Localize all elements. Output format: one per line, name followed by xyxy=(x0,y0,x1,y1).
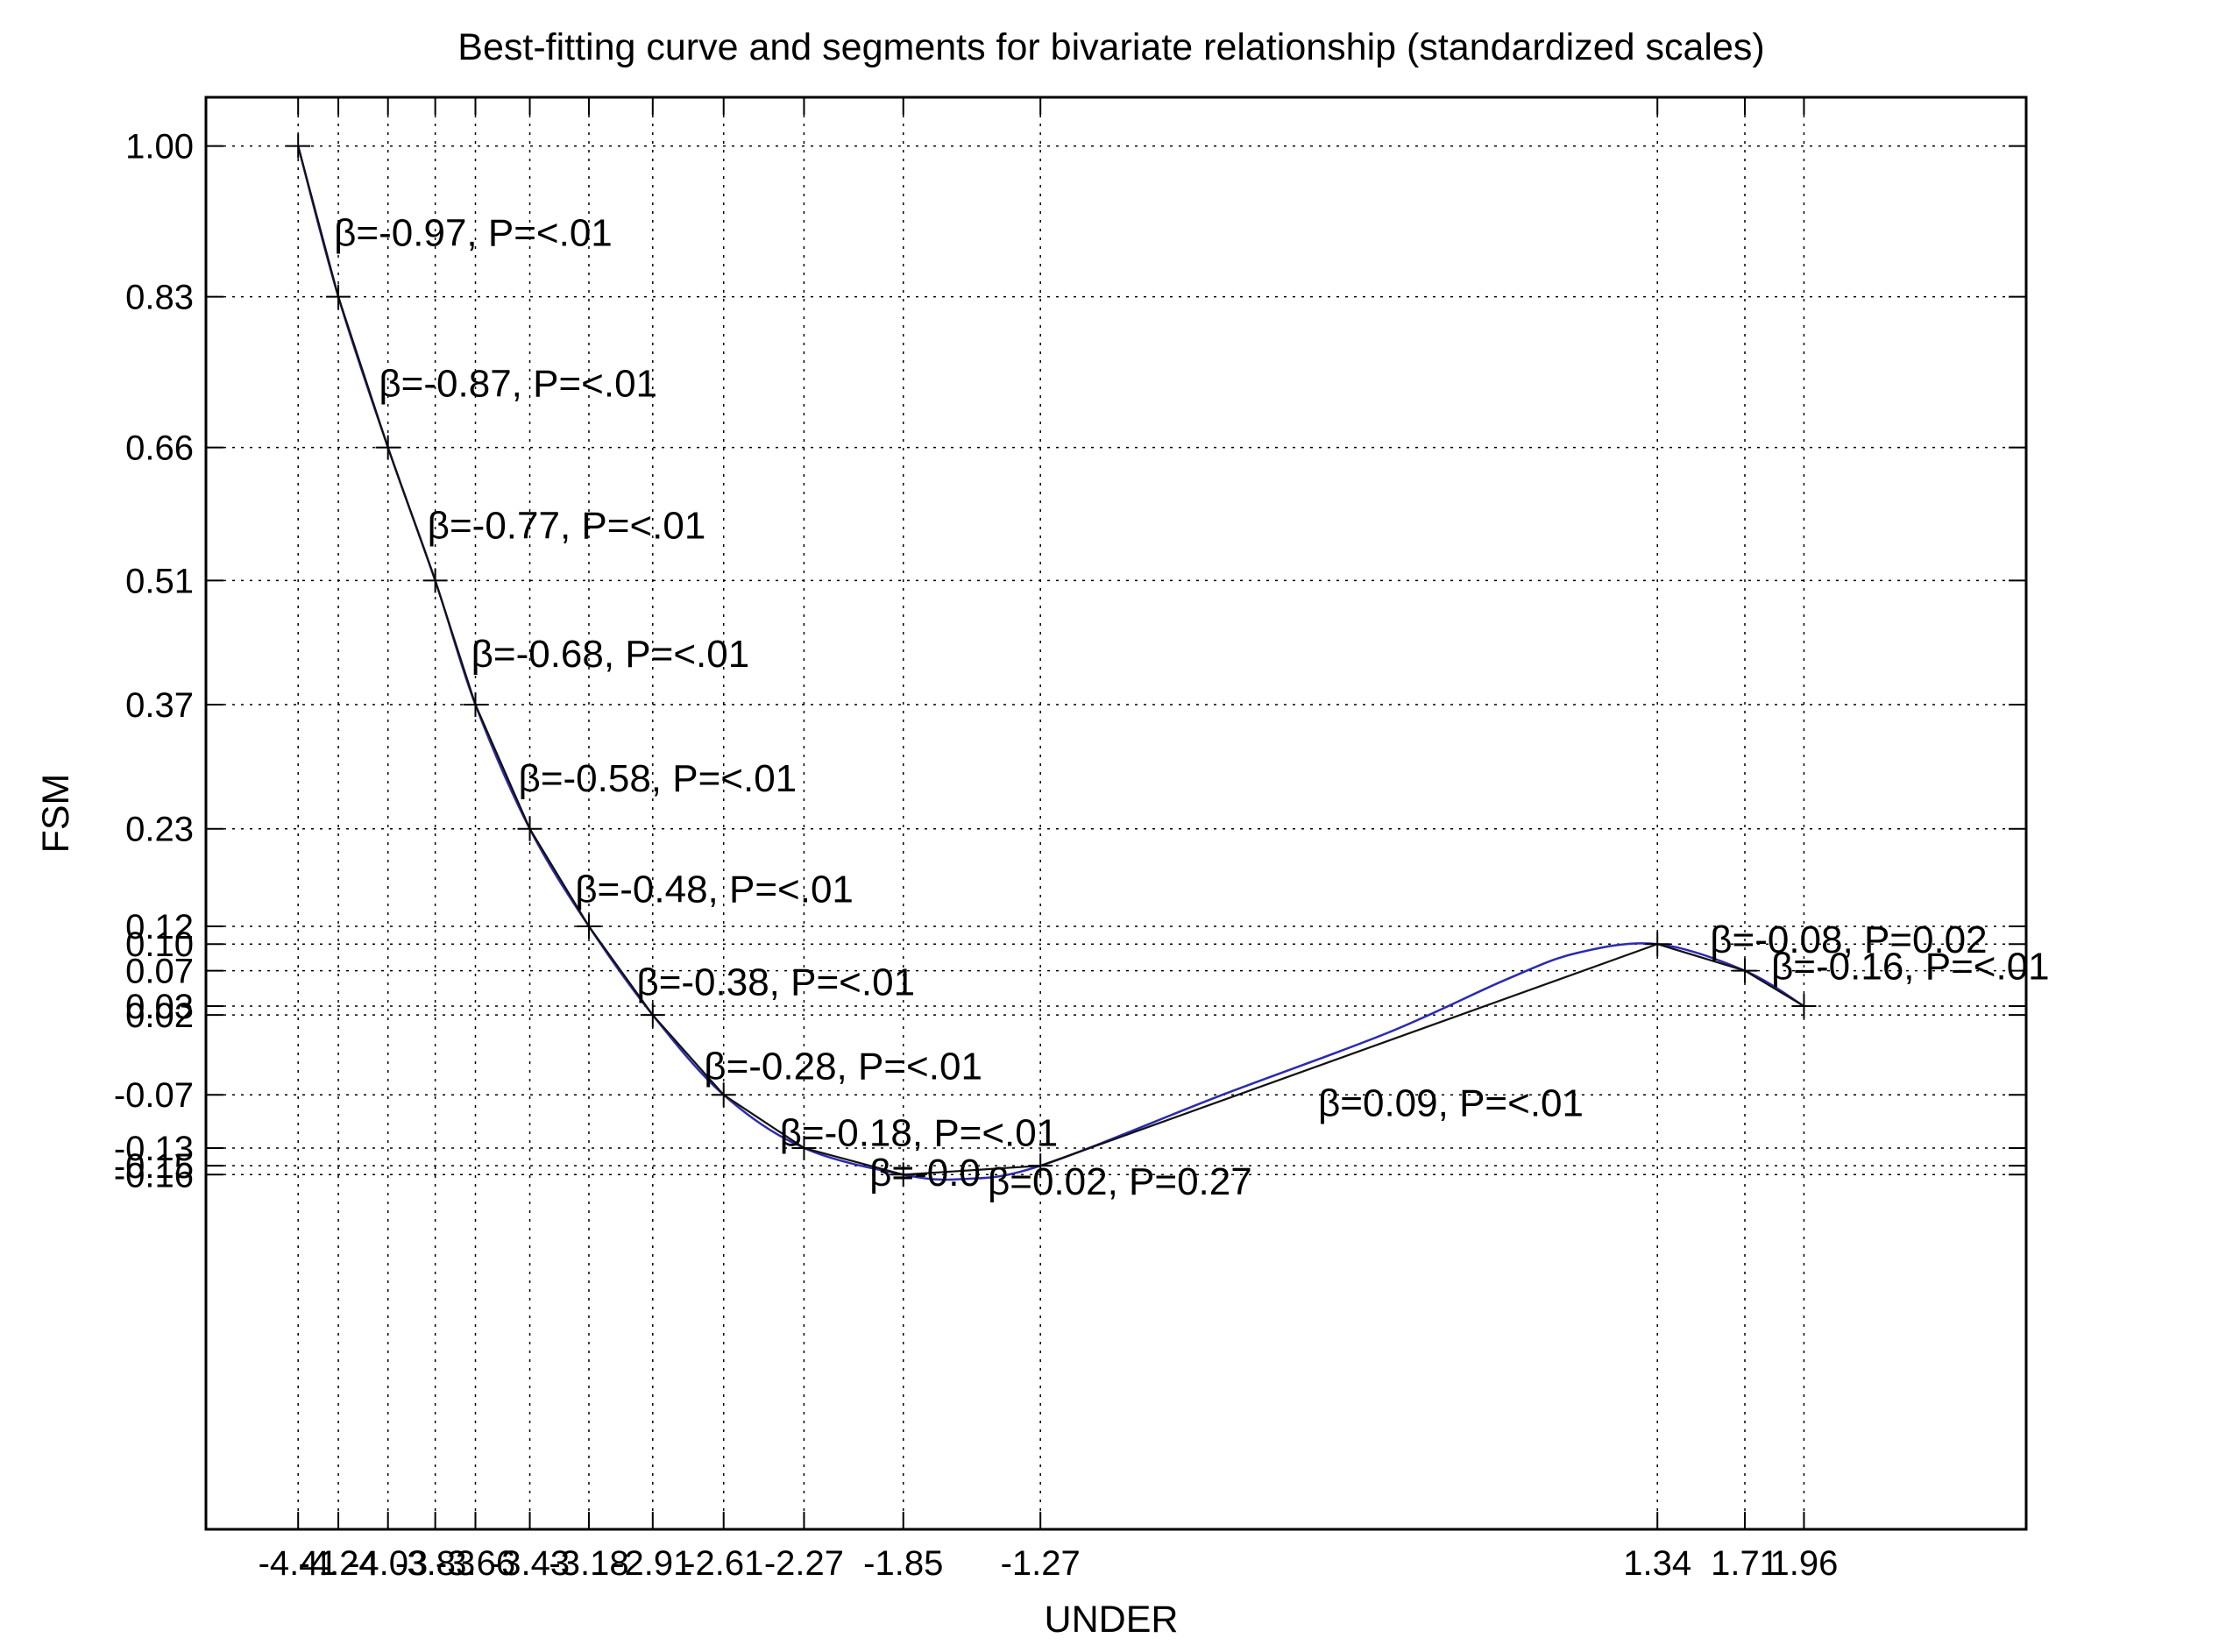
x-tick-label: 1.71 xyxy=(1711,1544,1779,1583)
y-tick-label: 1.00 xyxy=(125,128,194,167)
segment-label: β=-0.58, P=<.01 xyxy=(519,757,797,800)
y-tick-label: -0.13 xyxy=(114,1130,194,1168)
y-tick-label: 0.02 xyxy=(125,996,194,1035)
segment-label: β=-0.48, P=<.01 xyxy=(575,868,854,911)
y-tick-label: 0.03 xyxy=(125,988,194,1026)
segment-line xyxy=(651,1014,725,1095)
x-tick-label: -3.83 xyxy=(395,1544,475,1583)
segment-line xyxy=(528,828,590,927)
knot-marker xyxy=(576,914,601,939)
x-tick-label: -2.91 xyxy=(613,1544,692,1583)
y-tick-label: 0.66 xyxy=(125,429,194,468)
segment-line xyxy=(434,580,477,705)
knot-marker xyxy=(422,568,448,593)
x-tick-label: 1.34 xyxy=(1623,1544,1691,1583)
y-tick-label: 0.23 xyxy=(125,811,194,849)
knot-marker xyxy=(1645,932,1670,957)
y-tick-label: 0.51 xyxy=(125,562,194,600)
segment-label: β=-0.08, P=0.02 xyxy=(1710,918,1987,961)
x-tick-label: 1.96 xyxy=(1770,1544,1839,1583)
knot-marker xyxy=(326,284,351,309)
segment-line xyxy=(1039,943,1658,1167)
x-tick-label: -1.85 xyxy=(863,1544,943,1583)
y-tick-label: -0.15 xyxy=(114,1147,194,1186)
segment-line xyxy=(723,1094,805,1149)
segment-line xyxy=(337,296,389,448)
segment-label: β=-0.68, P=<.01 xyxy=(471,633,750,676)
y-tick-label: 0.12 xyxy=(125,908,194,947)
y-tick-label: -0.16 xyxy=(114,1156,194,1195)
y-tick-label: -0.07 xyxy=(114,1076,194,1115)
knot-marker xyxy=(375,435,401,460)
y-tick-label: 0.37 xyxy=(125,686,194,725)
segment-label: β=-0.97, P=<.01 xyxy=(334,212,613,255)
segment-line xyxy=(297,145,340,297)
segment-line xyxy=(474,704,531,830)
segment-line xyxy=(1656,943,1746,972)
knot-marker xyxy=(1028,1153,1053,1179)
grid-lines xyxy=(206,97,2026,1529)
x-tick-label: -3.43 xyxy=(490,1544,570,1583)
x-tick-label: -4.03 xyxy=(348,1544,428,1583)
x-tick-label: -3.66 xyxy=(436,1544,515,1583)
y-axis-label: FSM xyxy=(35,774,77,854)
segment-line xyxy=(903,1165,1041,1176)
segment-layer xyxy=(297,145,1805,1176)
segment-label: β=0.09, P=<.01 xyxy=(1318,1082,1584,1125)
segment-label: β=-0.77, P=<.01 xyxy=(428,505,706,548)
segment-label: β=-0.0 xyxy=(869,1152,981,1195)
knot-marker xyxy=(791,1135,817,1160)
x-tick-label: -2.61 xyxy=(684,1544,763,1583)
x-tick-labels: -4.41-4.24-4.03-3.83-3.66-3.43-3.18-2.91… xyxy=(259,1544,1839,1583)
knot-marker xyxy=(1733,958,1758,983)
x-tick-label: -4.41 xyxy=(259,1544,338,1583)
segment-label: β=0.02, P=0.27 xyxy=(988,1160,1252,1203)
knot-marker xyxy=(711,1082,736,1108)
knot-marker xyxy=(890,1162,916,1188)
segment-line xyxy=(386,447,436,581)
segment-label: β=-0.87, P=<.01 xyxy=(379,363,657,406)
y-tick-label: 0.83 xyxy=(125,279,194,317)
y-tick-label: 0.07 xyxy=(125,953,194,991)
x-tick-label: -4.24 xyxy=(298,1544,378,1583)
segment-label: β=-0.18, P=<.01 xyxy=(780,1112,1059,1155)
x-tick-label: -1.27 xyxy=(1001,1544,1081,1583)
knot-marker xyxy=(640,1003,665,1028)
knot-marker xyxy=(517,816,542,841)
chart-title: Best-fitting curve and segments for biva… xyxy=(457,26,1764,68)
segment-line xyxy=(1744,969,1805,1008)
segment-label: β=-0.38, P=<.01 xyxy=(636,961,915,1004)
knot-marker xyxy=(463,692,488,718)
x-tick-label: -2.27 xyxy=(764,1544,844,1583)
x-tick-label: -3.18 xyxy=(549,1544,628,1583)
knot-markers xyxy=(286,133,1817,1188)
knot-marker xyxy=(1791,994,1817,1019)
segment-label: β=-0.16, P=<.01 xyxy=(1771,946,2050,989)
segment-line xyxy=(804,1146,904,1176)
x-axis-label: UNDER xyxy=(1045,1599,1179,1641)
segment-label: β=-0.28, P=<.01 xyxy=(704,1046,982,1088)
y-tick-labels: 1.00 0.83 0.66 0.51 0.37 0.23 0.120.100.070.03… xyxy=(114,128,194,1195)
y-tick-label: 0.10 xyxy=(125,925,194,964)
segment-line xyxy=(588,925,654,1016)
plot-frame xyxy=(204,96,2028,1531)
segment-labels: β=-0.97, P=<.01 β=-0.87, P=<.01 β=-0.77, P… xyxy=(334,212,2050,1204)
knot-marker xyxy=(286,133,311,159)
